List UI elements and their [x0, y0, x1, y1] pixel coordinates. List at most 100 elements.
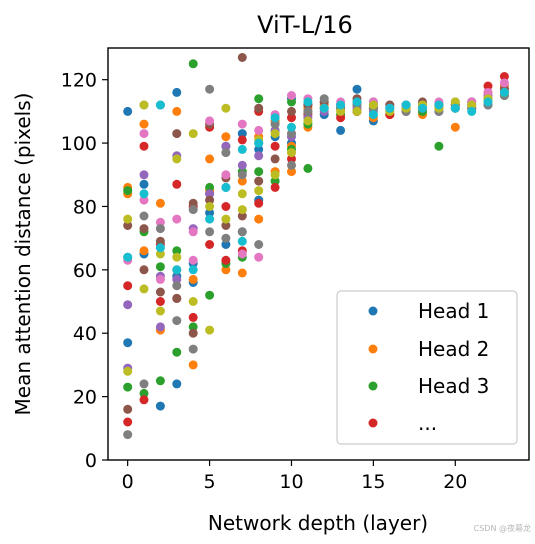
ticks-layer: 0 5 10 15 20 0 20 40 60 80 100 120 — [61, 70, 468, 493]
data-point-s1-8 — [172, 87, 182, 97]
data-point-s7-8 — [188, 227, 198, 237]
x-axis-label: Network depth (layer) — [208, 511, 428, 535]
legend-marker-head-1 — [368, 306, 378, 316]
data-point-s9-31 — [450, 97, 460, 107]
data-point-s7-2 — [139, 129, 149, 139]
data-point-s10-9 — [237, 236, 247, 246]
data-point-s9-4 — [139, 100, 149, 110]
data-point-s9-3 — [139, 284, 149, 294]
data-point-s10-10 — [237, 144, 247, 154]
data-point-s7-4 — [155, 217, 165, 227]
data-point-s1-18 — [254, 144, 264, 154]
data-point-s4-20 — [270, 141, 280, 151]
data-point-s5-4 — [139, 170, 149, 180]
data-point-s10-24 — [467, 106, 477, 116]
data-point-s7-13 — [254, 252, 264, 262]
data-point-s8-6 — [172, 316, 182, 326]
y-tick-label: 100 — [61, 133, 97, 155]
data-point-s5-10 — [205, 189, 215, 199]
data-point-s2-3 — [139, 119, 149, 129]
data-point-s10-18 — [368, 110, 378, 120]
legend-label-more: ... — [418, 411, 437, 435]
data-point-s10-4 — [155, 243, 165, 253]
data-point-s10-3 — [155, 100, 165, 110]
data-point-s4-36 — [499, 72, 509, 81]
data-point-s8-9 — [188, 205, 198, 215]
data-point-s4-17 — [254, 198, 264, 208]
data-point-s3-2 — [123, 382, 133, 392]
data-point-s9-20 — [270, 129, 280, 139]
data-point-s4-7 — [172, 179, 182, 189]
data-point-s9-8 — [172, 252, 182, 262]
data-point-s10-21 — [418, 103, 427, 113]
x-tick-label: 0 — [122, 471, 134, 493]
data-point-s9-21 — [287, 148, 296, 158]
data-point-s4-4 — [139, 395, 149, 405]
data-point-s9-2 — [123, 366, 133, 376]
legend-marker-head-3 — [368, 381, 378, 391]
data-point-s6-10 — [188, 328, 198, 338]
data-point-s7-28 — [483, 87, 493, 97]
data-point-s4-22 — [287, 113, 296, 123]
data-point-s6-5 — [155, 287, 165, 297]
data-point-s7-7 — [188, 255, 198, 265]
data-point-s10-19 — [385, 103, 395, 113]
data-point-s9-15 — [237, 205, 247, 215]
y-axis-label: Mean attention distance (pixels) — [11, 93, 35, 416]
data-point-s2-13 — [221, 132, 231, 142]
y-tick-label: 0 — [85, 450, 97, 472]
plot-frame — [107, 47, 530, 461]
points-layer — [123, 53, 509, 440]
data-point-s9-10 — [188, 297, 198, 306]
data-point-s2-17 — [254, 214, 264, 224]
data-point-s5-11 — [221, 141, 231, 151]
legend-box — [336, 290, 518, 445]
data-point-s2-4 — [139, 246, 149, 256]
data-point-s5-13 — [254, 151, 264, 161]
data-point-s5-6 — [155, 322, 165, 332]
data-point-s10-20 — [401, 100, 411, 110]
data-point-s7-10 — [221, 170, 231, 180]
data-point-s9-16 — [237, 189, 247, 199]
data-point-s1-15 — [221, 240, 231, 249]
data-point-s8-10 — [205, 84, 215, 94]
data-point-s8-16 — [254, 240, 264, 249]
y-tick-label: 20 — [73, 387, 97, 409]
data-point-s10-7 — [205, 214, 215, 224]
data-point-s8-11 — [205, 227, 215, 237]
data-point-s10-12 — [270, 113, 280, 123]
y-tick-label: 40 — [73, 323, 97, 345]
data-point-s8-14 — [237, 170, 247, 180]
legend-label-head-2: Head 2 — [418, 337, 489, 361]
data-point-s7-9 — [205, 116, 215, 126]
data-point-s10-26 — [499, 87, 509, 97]
x-tick-label: 5 — [204, 471, 216, 493]
data-point-s1-27 — [336, 125, 346, 135]
y-tick-label: 120 — [61, 70, 97, 92]
data-point-s9-11 — [205, 325, 215, 335]
data-point-s2-21 — [287, 167, 296, 177]
data-point-s3-11 — [205, 290, 215, 300]
data-point-s2-14 — [221, 265, 231, 275]
data-point-s2-11 — [205, 154, 215, 164]
data-point-s6-7 — [172, 129, 182, 139]
data-point-s10-5 — [172, 265, 182, 275]
watermark: CSDN @夜幕龙 — [474, 523, 531, 533]
data-point-s8-19 — [287, 129, 296, 139]
data-point-s7-16 — [287, 91, 296, 100]
data-point-s3-18 — [254, 94, 264, 104]
data-point-s5-12 — [237, 160, 247, 170]
data-point-s5-1 — [123, 300, 133, 310]
data-point-s1-2 — [123, 338, 133, 348]
data-point-s8-12 — [221, 148, 231, 158]
data-point-s10-8 — [221, 182, 231, 192]
data-point-s4-1 — [123, 417, 133, 427]
data-point-s10-13 — [287, 122, 296, 132]
data-point-s6-9 — [188, 198, 198, 208]
data-point-s8-18 — [270, 119, 280, 129]
data-point-s10-1 — [123, 252, 133, 262]
data-point-s6-6 — [155, 236, 165, 246]
data-point-s10-16 — [336, 100, 346, 110]
data-point-s10-11 — [254, 138, 264, 148]
